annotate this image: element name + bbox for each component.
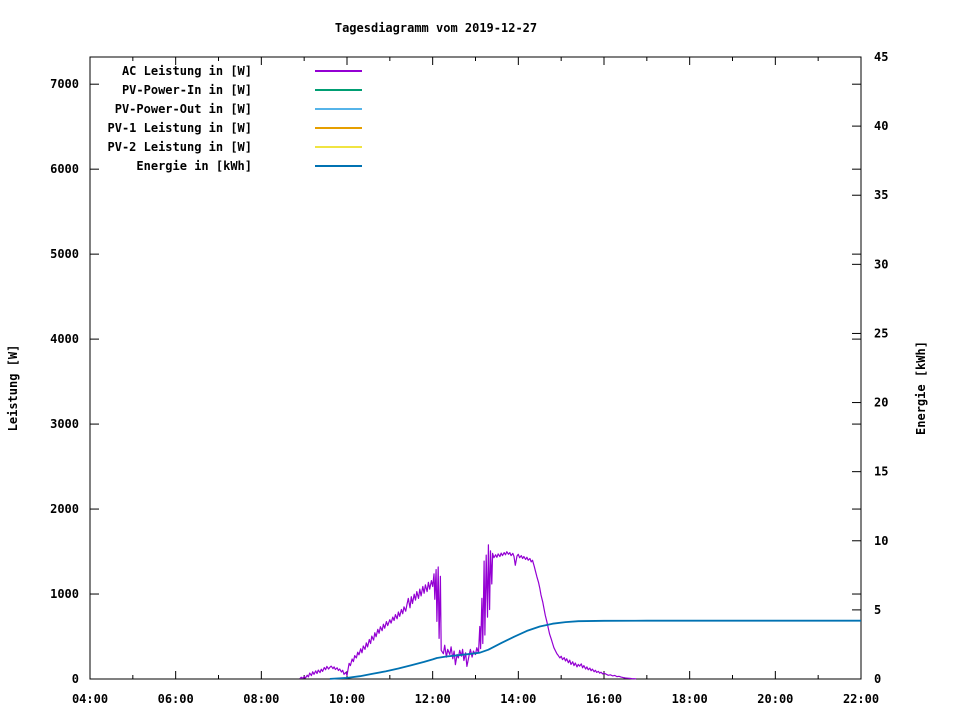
x-tick-label: 04:00: [72, 692, 108, 706]
y-tick-label: 4000: [50, 332, 79, 346]
y-tick-label: 0: [72, 672, 79, 686]
y-tick-label: 1000: [50, 587, 79, 601]
x-tick-label: 20:00: [757, 692, 793, 706]
y2-tick-label: 0: [874, 672, 881, 686]
y-tick-label: 3000: [50, 417, 79, 431]
y2-tick-label: 5: [874, 603, 881, 617]
plot-generated-content: 04:00 06:00 08:00 10:00 12:00 14:00 16:00 18:00…: [50, 50, 888, 706]
x-tick-label: 06:00: [158, 692, 194, 706]
y-tick-label: 7000: [50, 77, 79, 91]
legend-label-pv-power-in-in-w: PV-Power-In in [W]: [122, 83, 252, 97]
chart-title: Tagesdiagramm vom 2019-12-27: [335, 21, 537, 35]
y2-tick-label: 15: [874, 465, 888, 479]
y2-tick-label: 35: [874, 188, 888, 202]
y-tick-label: 5000: [50, 247, 79, 261]
x-tick-label: 16:00: [586, 692, 622, 706]
legend-label-ac-leistung-in-w: AC Leistung in [W]: [122, 64, 252, 78]
left-axis-title: Leistung [W]: [6, 345, 20, 432]
series-line-energie-in-kwh: [329, 619, 861, 680]
x-tick-label: 22:00: [843, 692, 879, 706]
y2-tick-label: 25: [874, 326, 888, 340]
y-tick-label: 2000: [50, 502, 79, 516]
x-tick-label: 12:00: [415, 692, 451, 706]
y2-tick-label: 40: [874, 119, 888, 133]
series-line-ac-leistung-in-w: [299, 544, 637, 680]
right-axis-title: Energie [kWh]: [914, 341, 928, 435]
x-tick-label: 18:00: [672, 692, 708, 706]
legend-label-pv-1-leistung-in-w: PV-1 Leistung in [W]: [108, 121, 253, 135]
x-tick-label: 08:00: [243, 692, 279, 706]
y2-tick-label: 45: [874, 50, 888, 64]
y-tick-label: 6000: [50, 162, 79, 176]
legend-label-pv-2-leistung-in-w: PV-2 Leistung in [W]: [108, 140, 253, 154]
x-tick-label: 14:00: [500, 692, 536, 706]
legend-label-energie-in-kwh: Energie in [kWh]: [136, 159, 252, 173]
y2-tick-label: 30: [874, 257, 888, 271]
legend-label-pv-power-out-in-w: PV-Power-Out in [W]: [115, 102, 252, 116]
y2-tick-label: 20: [874, 396, 888, 410]
y2-tick-label: 10: [874, 534, 888, 548]
x-tick-label: 10:00: [329, 692, 365, 706]
